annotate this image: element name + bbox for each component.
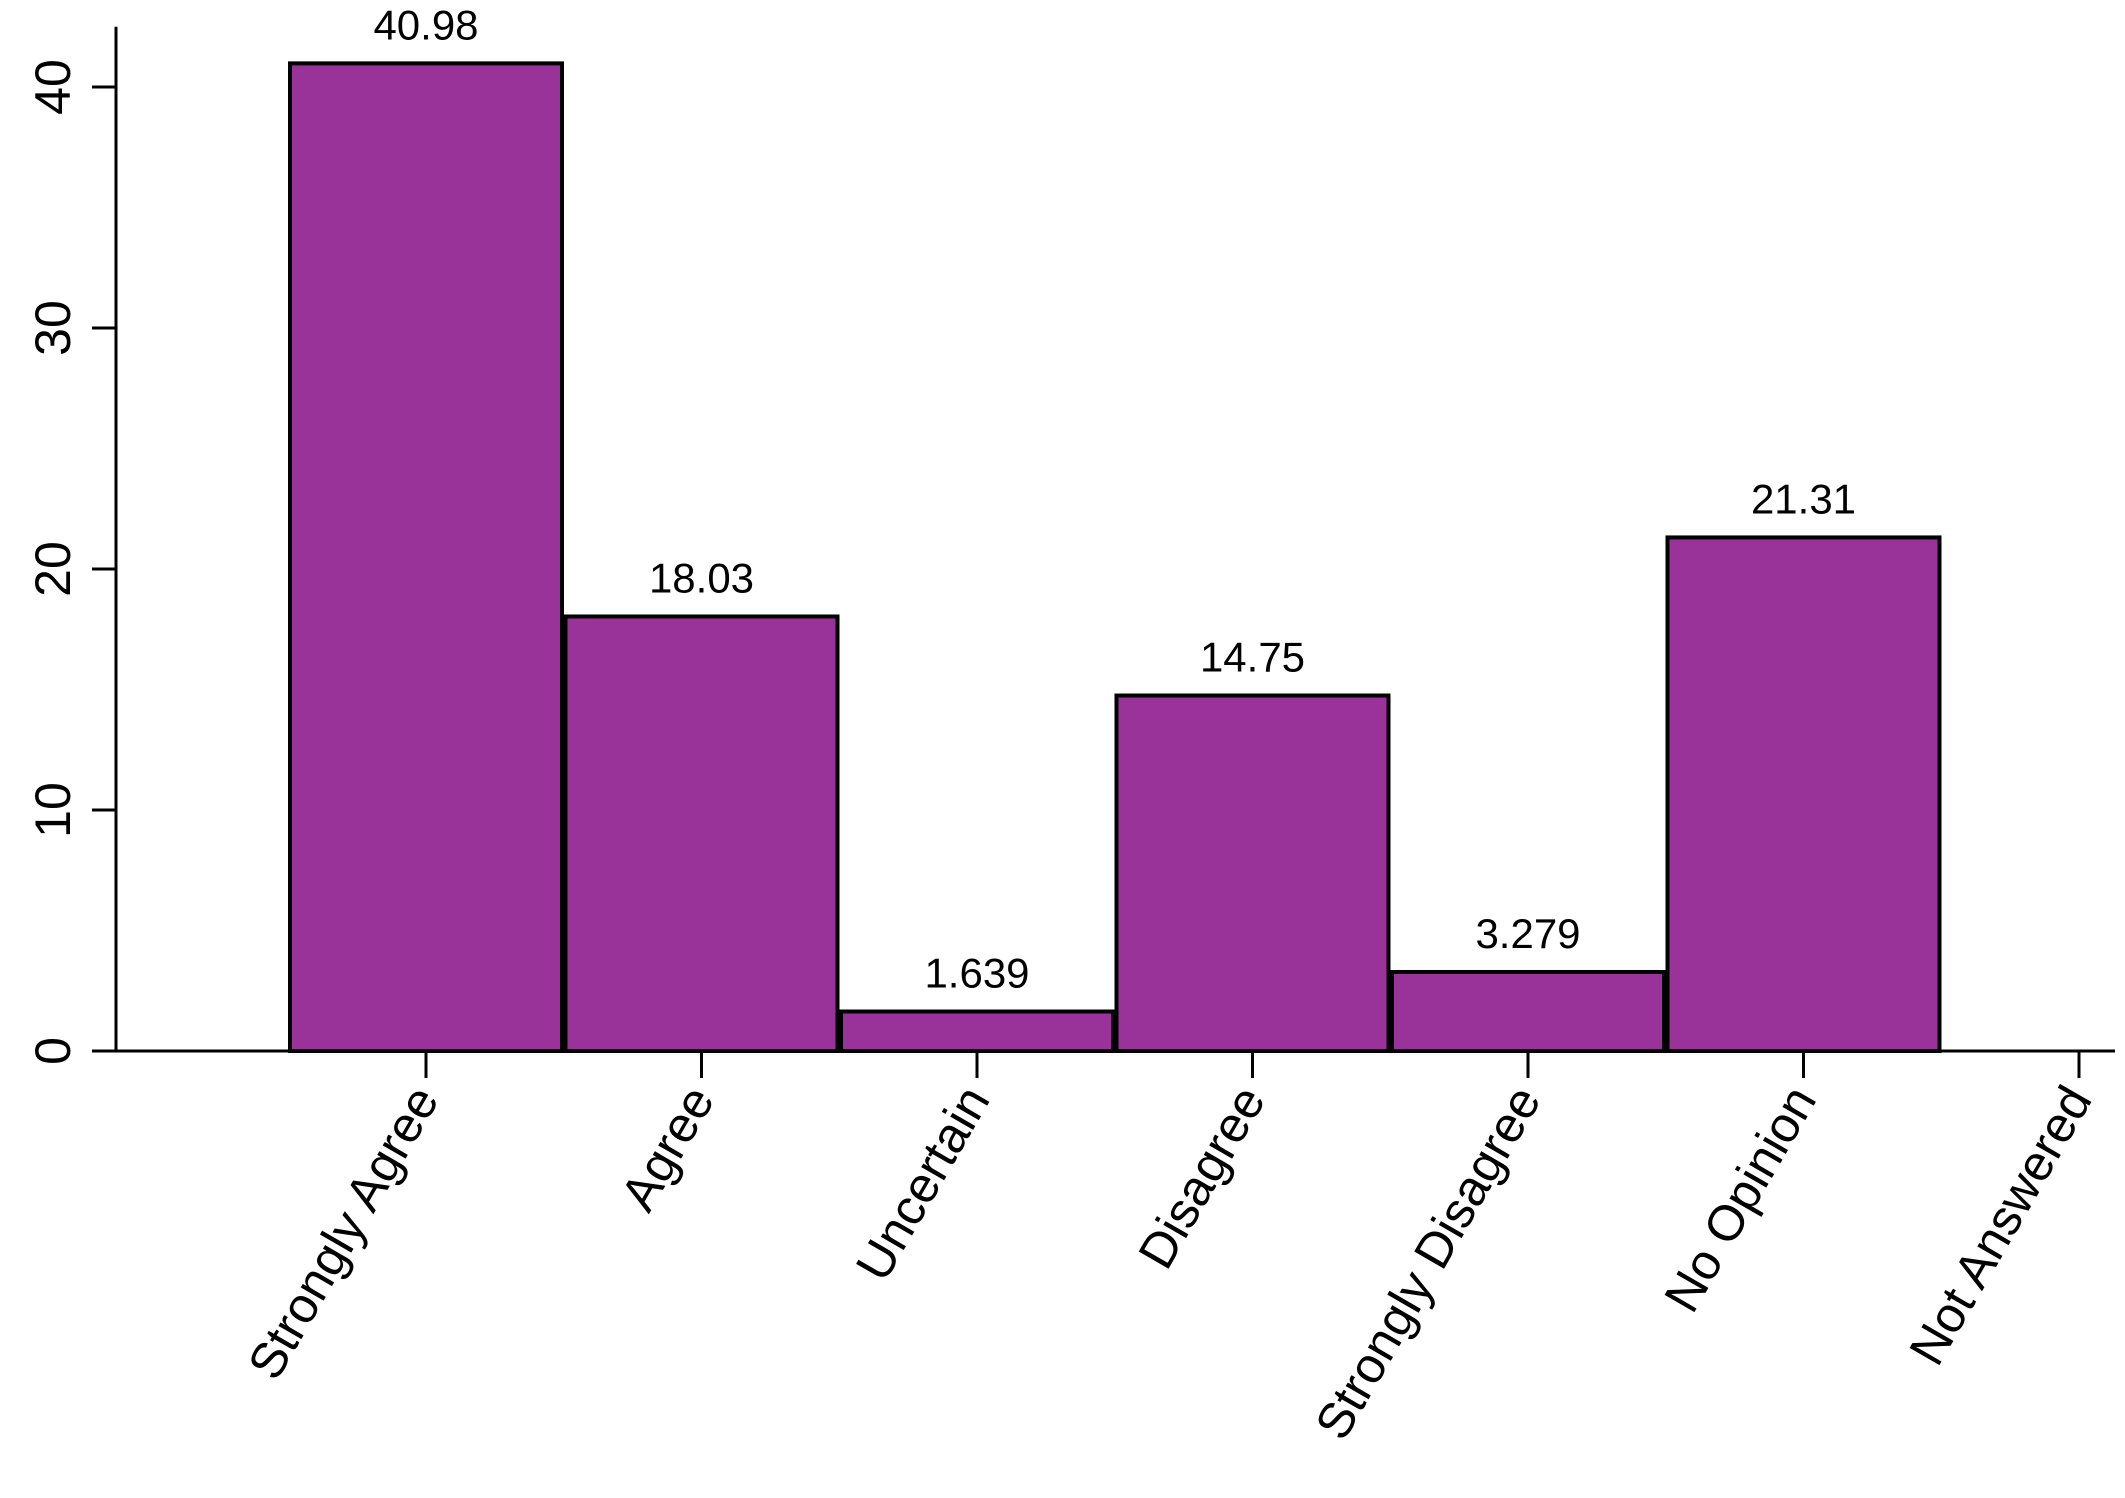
x-category-label: Not Answered [1898,1077,2102,1375]
bar [288,61,564,1053]
y-tick-label: 10 [25,782,81,838]
bar-value-label: 21.31 [1751,475,1856,522]
bar [563,614,840,1053]
x-category-label: No Opinion [1653,1077,1827,1322]
bar-value-label: 3.279 [1475,910,1580,957]
x-category-label: Uncertain [845,1077,1000,1290]
bars [288,61,1942,1054]
x-category-label: Disagree [1127,1077,1276,1278]
x-category-label: Strongly Disagree [1304,1077,1551,1449]
bar-value-label: 1.639 [924,950,1029,997]
bar-value-label: 18.03 [649,554,754,601]
y-tick-label: 0 [25,1037,81,1065]
x-category-label: Agree [610,1077,725,1221]
bar [839,1009,1115,1054]
bar [1390,969,1666,1053]
bar-value-label: 40.98 [373,1,478,48]
bar-value-label: 14.75 [1200,634,1305,681]
y-tick-label: 30 [25,300,81,356]
y-tick-label: 20 [25,541,81,597]
y-tick-label: 40 [25,59,81,115]
bar [1114,693,1391,1054]
x-category-label: Strongly Agree [237,1077,449,1389]
bar [1665,535,1942,1053]
